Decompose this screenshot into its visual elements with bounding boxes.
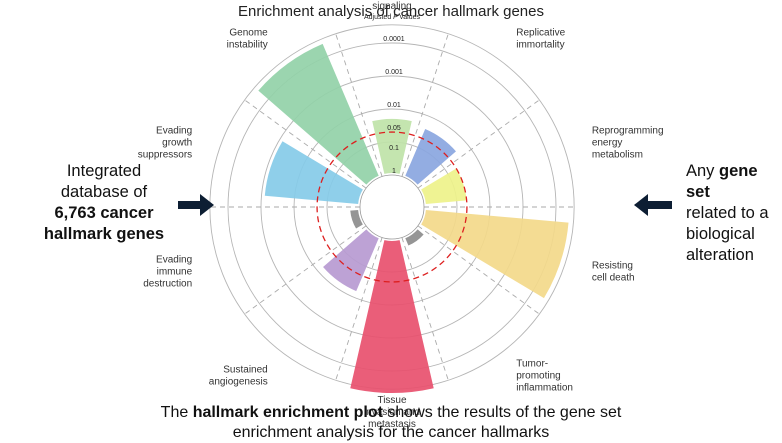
hallmark-bar: [421, 209, 569, 299]
hallmark-bar: [405, 229, 424, 246]
hallmark-bar: [258, 43, 379, 185]
scale-tick-label: 0.01: [387, 102, 401, 109]
hallmark-bars: [258, 43, 569, 393]
sector-divider: [335, 33, 383, 177]
center-hole: [359, 174, 425, 240]
scale-title: Adjusted P values: [364, 14, 421, 21]
sector-divider: [417, 99, 540, 189]
left-text-line: database of: [60, 183, 148, 201]
threshold-ring: [316, 131, 468, 283]
right-text-line: alteration: [686, 246, 754, 264]
scale-tick-label: 0.1: [389, 145, 399, 152]
hallmark-label: Resisting cell death: [592, 260, 635, 283]
significance-threshold: [316, 131, 468, 283]
hallmark-bar: [421, 168, 467, 205]
gene-set-text: Any gene set related to a biological alt…: [686, 161, 782, 266]
sector-divider: [244, 225, 367, 315]
hallmark-label: Tumor-promoting inflammation: [516, 358, 573, 393]
scale-tick-label: 1: [392, 168, 396, 175]
caption-line: enrichment analysis for the cancer hallm…: [232, 424, 550, 441]
scale-tick-label: 0.001: [385, 69, 403, 76]
hallmark-label: Evading growth suppressors: [138, 126, 192, 161]
hallmark-bar: [350, 240, 434, 393]
left-text-line: Integrated: [66, 162, 142, 180]
sector-divider: [401, 33, 449, 177]
hallmark-bar: [405, 128, 456, 185]
hallmark-label: Tissue invasion and metastasis: [364, 395, 420, 430]
hallmark-labels: Sustainingproliferativesignaling Replicat…: [138, 0, 664, 430]
hallmark-label: Genome instability: [227, 28, 269, 51]
figure-caption: The hallmark enrichment plot shows the r…: [0, 403, 782, 443]
right-text-line: biological: [686, 225, 755, 243]
sector-dividers: [209, 33, 575, 381]
hallmark-label: Sustainingproliferativesignaling: [366, 0, 418, 12]
left-text-bold-line: hallmark genes: [43, 225, 165, 243]
sector-divider: [244, 99, 367, 189]
diagram-title: Enrichment analysis of cancer hallmark g…: [238, 3, 544, 20]
hallmark-bar: [323, 229, 379, 292]
scale-tick-label: 0.05: [387, 125, 401, 132]
left-text-bold-line: 6,763 cancer: [54, 204, 154, 222]
hallmark-bar: [350, 209, 363, 229]
hallmark-label: Sustained angiogenesis: [209, 364, 268, 387]
sector-divider: [401, 237, 449, 381]
integrated-database-text: Integrated database of 6,763 cancer hall…: [34, 161, 174, 245]
hallmark-bar: [264, 141, 363, 205]
p-value-scale: Adjusted P values 0.0001 0.001 0.01 0.05 0.1 1: [364, 14, 421, 175]
caption-line: The hallmark enrichment plot shows the r…: [160, 404, 622, 421]
right-text-line: related to a: [686, 204, 769, 222]
hallmark-label: Replicative immortality: [516, 28, 565, 51]
right-arrow: [634, 194, 672, 216]
scale-tick-label: 0.0001: [383, 36, 405, 43]
left-arrow: [178, 194, 214, 216]
hallmark-label: Reprogramming energy metabolism: [592, 126, 664, 161]
sector-divider: [417, 225, 540, 315]
right-text-line: Any gene set: [686, 162, 758, 201]
sector-divider: [335, 237, 383, 381]
hallmark-label: Evading immune destruction: [143, 254, 192, 289]
